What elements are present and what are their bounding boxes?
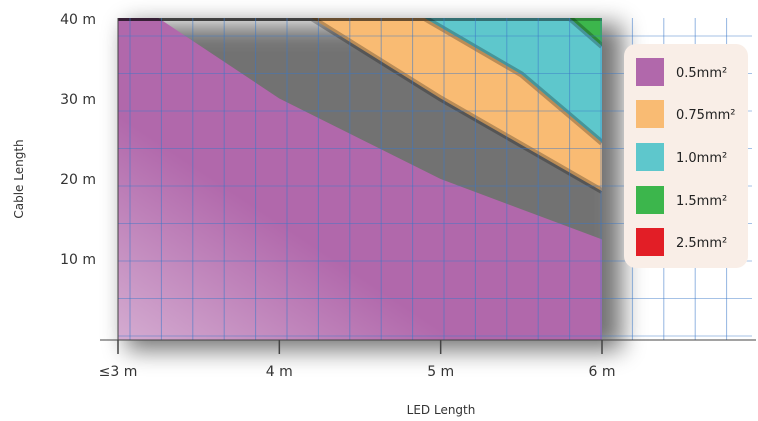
area-series-group <box>118 18 602 340</box>
x-axis-title: LED Length <box>407 403 476 417</box>
legend-swatch-1 <box>636 100 664 128</box>
x-tick-label-1: 4 m <box>266 364 293 380</box>
x-tick-label-3: 6 m <box>589 364 616 380</box>
y-tick-label-0: 10 m <box>60 252 96 268</box>
y-tick-label-3: 40 m <box>60 12 96 28</box>
legend-label-4: 2.5mm² <box>676 236 727 251</box>
legend: 0.5mm² 0.75mm² 1.0mm² 1.5mm² 2.5mm² <box>624 44 748 268</box>
legend-label-1: 0.75mm² <box>676 108 735 123</box>
y-tick-label-2: 30 m <box>60 92 96 108</box>
y-tick-label-1: 20 m <box>60 172 96 188</box>
x-tick-label-2: 5 m <box>427 364 454 380</box>
legend-swatch-2 <box>636 143 664 171</box>
x-tick-label-0: ≤3 m <box>99 364 138 380</box>
legend-label-2: 1.0mm² <box>676 151 727 166</box>
y-axis-title: Cable Length <box>12 139 26 218</box>
legend-swatch-3 <box>636 186 664 214</box>
x-tick-labels: ≤3 m 4 m 5 m 6 m <box>99 364 616 380</box>
legend-swatch-4 <box>636 228 664 256</box>
legend-swatch-0 <box>636 58 664 86</box>
plot-highlight <box>118 18 602 340</box>
legend-label-3: 1.5mm² <box>676 194 727 209</box>
y-tick-labels: 10 m 20 m 30 m 40 m <box>60 12 96 268</box>
legend-label-0: 0.5mm² <box>676 66 727 81</box>
axes <box>100 18 756 354</box>
